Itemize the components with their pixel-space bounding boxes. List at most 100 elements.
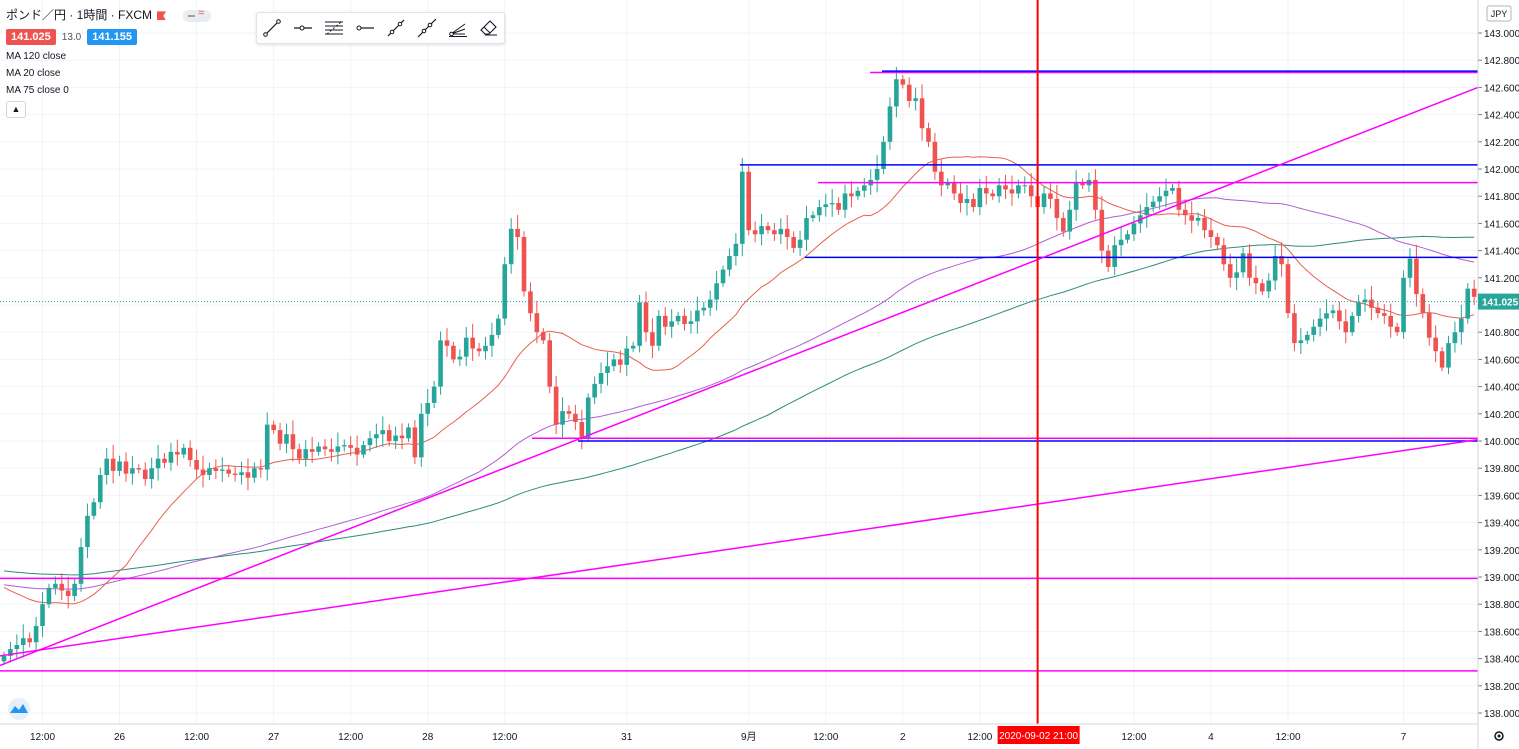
candle — [438, 331, 443, 395]
candle — [605, 352, 610, 386]
y-axis-label: 138.800 — [1484, 600, 1519, 611]
pitchfork-icon[interactable] — [445, 15, 471, 41]
horizontal-line-icon[interactable] — [352, 15, 378, 41]
ma20-line — [3, 156, 1475, 605]
symbol-title[interactable]: ポンド／円 · 1時間 · FXCM — [6, 6, 214, 23]
candle-body — [1311, 326, 1316, 335]
flag-icon — [157, 11, 166, 21]
ask-price[interactable]: 141.155 — [87, 29, 137, 45]
candle — [1401, 270, 1406, 339]
candle — [53, 576, 58, 595]
candle — [1285, 258, 1291, 319]
candle-body — [348, 445, 353, 448]
candle — [829, 189, 835, 217]
extended-line-icon[interactable] — [414, 15, 440, 41]
currency-badge-label: JPY — [1491, 9, 1508, 19]
y-axis-label: 139.200 — [1484, 546, 1519, 557]
candle — [1388, 303, 1394, 338]
candle — [271, 420, 276, 434]
candle — [810, 211, 816, 222]
candle — [1247, 244, 1252, 286]
candle — [592, 376, 597, 405]
candle-body — [784, 228, 790, 237]
candle — [1048, 182, 1053, 209]
candle — [611, 353, 617, 372]
candle-body — [951, 182, 957, 194]
candle — [1382, 304, 1387, 324]
candle-body — [1272, 256, 1278, 281]
candle-body — [309, 449, 315, 452]
candle — [187, 440, 193, 467]
candle — [508, 218, 514, 274]
candle-body — [483, 345, 488, 352]
candle-body — [759, 226, 764, 235]
candle — [540, 328, 546, 345]
candle — [123, 452, 129, 482]
candle — [451, 341, 456, 364]
ray-icon[interactable] — [383, 15, 409, 41]
candle-body — [598, 373, 604, 384]
drawing-toolbar — [256, 12, 505, 44]
last-price-label: 141.025 — [1482, 298, 1519, 309]
candle — [874, 155, 880, 193]
horizontal-ray-icon[interactable] — [290, 15, 316, 41]
fib-retracement-icon[interactable] — [321, 15, 347, 41]
candle-body — [470, 337, 475, 349]
y-axis-label: 140.400 — [1484, 383, 1519, 394]
candle-body — [1292, 313, 1297, 344]
indicator-ma20[interactable]: MA 20 close — [6, 68, 61, 79]
candle-body — [964, 198, 970, 203]
candle-body — [476, 348, 482, 352]
candle-body — [791, 237, 796, 248]
candle-body — [823, 204, 829, 208]
candle-body — [219, 469, 225, 471]
candle-body — [284, 434, 289, 444]
candle-body — [669, 321, 674, 327]
candle-body — [431, 386, 437, 403]
candle-body — [1, 655, 7, 662]
candle — [309, 436, 315, 463]
candle — [1144, 193, 1150, 228]
candle — [688, 310, 694, 334]
candle — [1311, 319, 1316, 342]
candle — [521, 231, 527, 297]
indicator-ma120[interactable]: MA 120 close — [6, 51, 67, 62]
candle — [926, 122, 931, 147]
candle — [258, 459, 264, 478]
collapse-legend-button[interactable]: ▲ — [6, 101, 26, 118]
candle-body — [765, 226, 771, 231]
candle — [239, 461, 244, 485]
candle-body — [560, 411, 565, 425]
candle-body — [579, 421, 585, 439]
candle-body — [438, 340, 443, 387]
candle — [136, 464, 142, 474]
candle — [386, 424, 392, 447]
candle — [1022, 176, 1028, 194]
candle-body — [354, 447, 360, 455]
candle-body — [547, 340, 552, 387]
candle-body — [406, 427, 411, 439]
candle — [1189, 201, 1194, 234]
candle — [553, 375, 559, 435]
candle-body — [881, 141, 886, 169]
candle — [226, 465, 231, 478]
candle — [958, 182, 963, 213]
indicator-ma75[interactable]: MA 75 close 0 — [6, 85, 69, 96]
candle — [72, 578, 77, 602]
compare-toggle-icon[interactable] — [183, 7, 211, 22]
candle — [303, 440, 309, 467]
candle — [142, 462, 148, 486]
bid-price[interactable]: 141.025 — [6, 29, 56, 45]
eraser-icon[interactable] — [476, 15, 502, 41]
candle — [162, 452, 167, 468]
candle-body — [1227, 264, 1233, 278]
trend-line-icon[interactable] — [259, 15, 285, 41]
candle — [1240, 247, 1246, 278]
candle-body — [1465, 288, 1471, 319]
candle — [727, 248, 732, 277]
candle-body — [232, 473, 238, 475]
candle — [181, 443, 187, 459]
candle-body — [1125, 234, 1130, 240]
candle — [1112, 236, 1117, 275]
